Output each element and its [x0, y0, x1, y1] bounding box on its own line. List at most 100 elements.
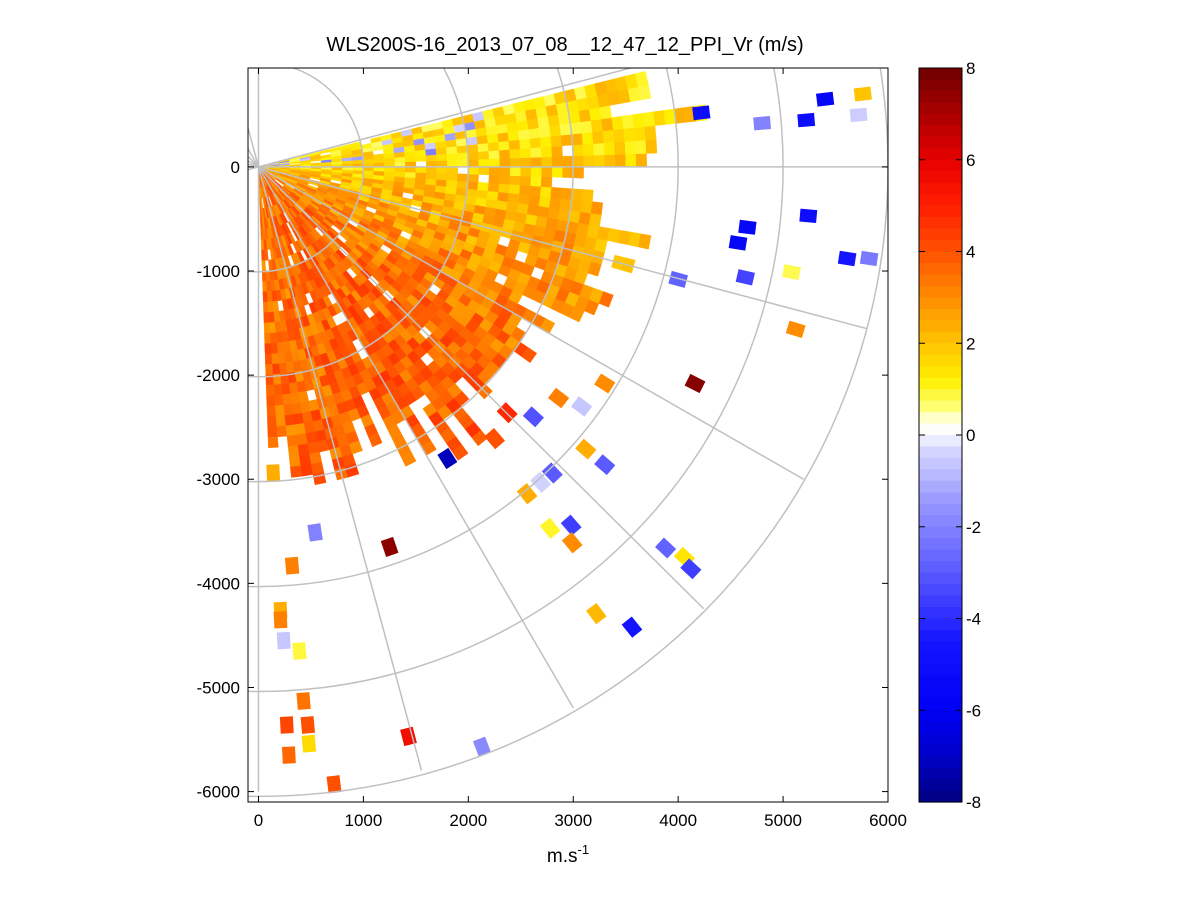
data-point — [799, 208, 818, 224]
data-point — [738, 219, 757, 235]
colorbar-cell — [919, 469, 962, 482]
colorbar-cell — [919, 664, 962, 677]
field-cell — [519, 147, 532, 159]
colorbar-cell — [919, 182, 962, 195]
y-tick-label: -6000 — [197, 783, 240, 802]
field-cell — [457, 173, 469, 182]
field-cell — [271, 353, 280, 365]
field-cell — [261, 260, 267, 272]
field-cell — [499, 166, 511, 176]
field-cell — [604, 154, 616, 168]
colorbar-cell — [919, 561, 962, 574]
x-tick-label: 2000 — [449, 811, 487, 830]
field-cell — [653, 110, 666, 126]
field-cell — [550, 186, 563, 199]
x-tick-label: 0 — [254, 811, 263, 830]
colorbar-cell — [919, 503, 962, 516]
field-cell — [286, 434, 299, 447]
field-cell — [265, 384, 275, 397]
field-cell — [578, 211, 592, 226]
field-cell — [572, 155, 584, 168]
colorbar-cell — [919, 68, 962, 81]
colorbar-cell — [919, 343, 962, 356]
axes-frame — [247, 67, 889, 803]
data-point — [753, 115, 772, 131]
field-cell — [528, 194, 541, 207]
field-cell — [598, 291, 614, 308]
field-cell — [488, 166, 501, 176]
field-cell — [613, 128, 626, 143]
field-cell — [405, 166, 417, 173]
field-cell — [435, 179, 448, 187]
field-cell — [593, 154, 605, 168]
field-cell — [486, 133, 499, 144]
field-cell — [538, 126, 551, 138]
field-cell — [623, 127, 636, 142]
field-cell — [498, 183, 510, 194]
field-cell — [264, 343, 272, 355]
colorbar-cell — [919, 435, 962, 448]
field-cell — [451, 444, 469, 461]
field-cell — [516, 202, 529, 215]
field-cell — [529, 185, 542, 197]
field-cell — [467, 159, 480, 168]
colorbar-cell — [919, 515, 962, 528]
colorbar-cell — [919, 90, 962, 104]
radial-line — [257, 166, 574, 709]
field-cell — [456, 144, 469, 154]
field-cell — [572, 166, 584, 179]
field-cell — [297, 443, 310, 456]
data-point — [668, 270, 689, 288]
field-cell — [488, 158, 501, 168]
field-cell — [478, 150, 490, 160]
field-cell — [383, 171, 396, 177]
colorbar-cell — [919, 641, 962, 654]
data-point — [300, 716, 316, 734]
field-cell — [488, 174, 500, 184]
field-cell — [453, 391, 470, 407]
colorbar — [919, 68, 962, 803]
field-cell — [425, 172, 437, 180]
field-cell — [632, 113, 645, 128]
data-point — [296, 692, 311, 710]
field-cell — [272, 363, 281, 375]
field-cell — [275, 404, 286, 417]
colorbar-cell — [919, 744, 962, 757]
colorbar-tick-label: -4 — [966, 610, 981, 629]
field-cell — [517, 128, 531, 140]
data-point — [279, 716, 294, 734]
colorbar-cell — [919, 159, 962, 172]
data-point — [561, 532, 583, 554]
colorbar-cell — [919, 790, 962, 803]
field-cell — [509, 166, 522, 177]
colorbar-tick-label: -8 — [966, 793, 981, 812]
y-tick-label: 0 — [231, 158, 240, 177]
data-point — [516, 483, 538, 505]
field-cell — [588, 213, 602, 227]
colorbar-cell — [919, 285, 962, 298]
colorbar-cell — [919, 675, 962, 688]
field-cell — [520, 166, 532, 177]
field-cell — [383, 175, 395, 182]
colorbar-tick-label: 6 — [966, 151, 975, 170]
field-cell — [477, 181, 489, 192]
data-point — [797, 112, 816, 128]
data-point — [539, 517, 561, 539]
field-cell — [525, 213, 538, 226]
field-cell — [466, 188, 478, 198]
radial-line — [258, 166, 867, 330]
field-cell — [456, 180, 469, 189]
field-cell — [414, 177, 427, 185]
data-point — [281, 746, 296, 764]
field-cell — [549, 197, 562, 210]
field-cell — [362, 170, 375, 176]
colorbar-cell — [919, 721, 962, 734]
field-cell — [580, 120, 593, 134]
field-cell — [373, 170, 385, 176]
colorbar-cell — [919, 698, 962, 711]
field-cell — [446, 179, 458, 188]
field-cell — [517, 193, 531, 205]
field-cell — [263, 312, 270, 324]
colorbar-cell — [919, 228, 962, 241]
